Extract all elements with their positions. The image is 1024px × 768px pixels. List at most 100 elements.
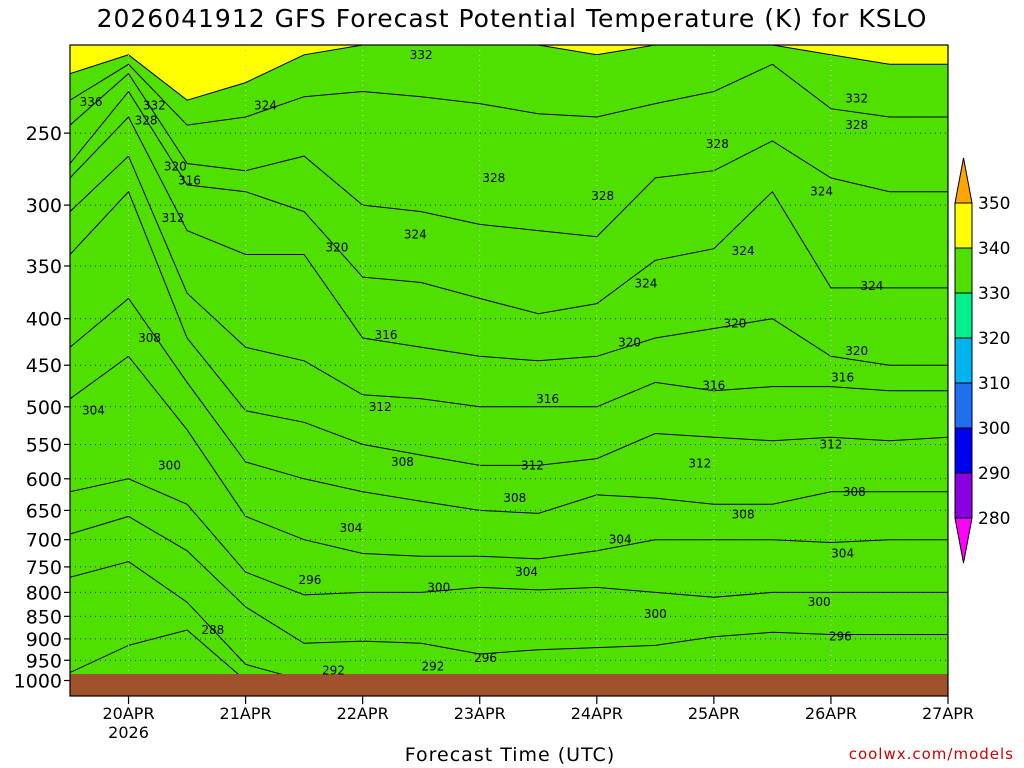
x-tick-label: 25APR	[688, 704, 740, 723]
contour-label: 332	[143, 98, 166, 112]
colorbar-label: 280	[978, 509, 1010, 529]
contour-label: 320	[164, 159, 187, 173]
contour-label: 312	[819, 437, 842, 451]
y-tick-label: 1000	[14, 671, 62, 693]
y-tick-label: 800	[26, 582, 62, 604]
colorbar-swatch	[954, 382, 973, 429]
contour-label: 324	[860, 279, 883, 293]
x-tick-label: 27APR	[922, 704, 974, 723]
y-tick-label: 300	[26, 195, 62, 217]
y-tick-label: 400	[26, 309, 62, 331]
y-tick-label: 450	[26, 355, 62, 377]
contour-label: 328	[706, 137, 729, 151]
colorbar-label: 320	[978, 329, 1010, 349]
contour-label: 316	[536, 392, 559, 406]
contour-label: 308	[503, 491, 526, 505]
contour-label: 316	[178, 174, 201, 188]
contour-label: 300	[644, 607, 667, 621]
colorbar-label: 340	[978, 239, 1010, 259]
colorbar-label: 310	[978, 374, 1010, 394]
contour-label: 320	[845, 344, 868, 358]
contour-label: 300	[808, 595, 831, 609]
contour-label: 316	[831, 370, 854, 384]
contour-label: 324	[254, 98, 277, 112]
colorbar-swatch	[954, 292, 973, 339]
terrain-band	[70, 674, 948, 696]
contour-label: 304	[609, 533, 632, 547]
colorbar-swatch	[954, 247, 973, 294]
contour-label: 320	[723, 317, 746, 331]
contour-label: 300	[427, 580, 450, 594]
contour-label: 304	[831, 547, 854, 561]
contour-label: 324	[635, 277, 658, 291]
contour-label: 296	[474, 651, 497, 665]
contour-label: 292	[322, 664, 345, 678]
colorbar-swatch	[954, 472, 973, 519]
contour-label: 308	[843, 485, 866, 499]
isentrope-316	[70, 155, 948, 408]
isentrope-332	[70, 63, 948, 126]
contour-label: 328	[591, 189, 614, 203]
contour-label: 312	[369, 400, 392, 414]
colorbar-extend-bottom	[954, 517, 973, 564]
contour-label: 316	[375, 328, 398, 342]
colorbar-extend-top	[954, 157, 973, 204]
contour-label: 312	[688, 456, 711, 470]
x-tick-label: 22APR	[337, 704, 389, 723]
contour-label: 320	[325, 240, 348, 254]
isentrope-296	[70, 515, 948, 655]
credit-text: coolwx.com/models	[848, 745, 1014, 763]
chart-title: 2026041912 GFS Forecast Potential Temper…	[96, 4, 928, 33]
y-tick-label: 950	[26, 650, 62, 672]
colorbar-label: 350	[978, 194, 1010, 214]
contour-label: 316	[702, 379, 725, 393]
band-fill	[70, 45, 948, 696]
colorbar-label: 290	[978, 464, 1010, 484]
colorbar-label: 300	[978, 419, 1010, 439]
isentrope-contours	[70, 45, 948, 696]
y-tick-label: 900	[26, 629, 62, 651]
y-tick-label: 650	[26, 500, 62, 522]
contour-label: 328	[135, 113, 158, 127]
colorbar-label: 330	[978, 284, 1010, 304]
isentrope-312	[70, 190, 948, 466]
x-tick-label: 24APR	[571, 704, 623, 723]
y-tick-label: 700	[26, 530, 62, 552]
contour-label: 332	[410, 48, 433, 62]
contour-label: 300	[158, 458, 181, 472]
isentrope-320	[70, 116, 948, 366]
y-tick-label: 550	[26, 434, 62, 456]
contour-label: 312	[521, 458, 544, 472]
contour-label: 308	[732, 508, 755, 522]
contour-label: 288	[201, 623, 224, 637]
contour-label: 324	[732, 244, 755, 258]
x-tick-label: 26APR	[805, 704, 857, 723]
colorbar-swatch	[954, 202, 973, 249]
contour-label: 304	[340, 521, 363, 535]
isentrope-304	[70, 355, 948, 560]
colorbar-swatch	[954, 427, 973, 474]
colorbar-swatch	[954, 337, 973, 384]
colorbar: 350 340 330 320 310 300 290 280	[954, 157, 1010, 564]
contour-label: 304	[82, 404, 105, 418]
x-tick-sublabel: 2026	[108, 723, 149, 742]
contour-label: 308	[138, 331, 161, 345]
x-tick-label: 23APR	[454, 704, 506, 723]
x-tick-label: 21APR	[220, 704, 272, 723]
terrain	[70, 674, 948, 696]
x-tick-label: 20APR	[102, 704, 154, 723]
isentrope-328	[70, 72, 948, 238]
contour-label: 296	[829, 630, 852, 644]
y-tick-label: 750	[26, 557, 62, 579]
contour-label: 324	[810, 185, 833, 199]
contour-label: 332	[845, 91, 868, 105]
contour-label: 292	[421, 659, 444, 673]
contour-label: 324	[404, 227, 427, 241]
y-tick-label: 850	[26, 606, 62, 628]
axes: 2503003504004505005506006507007508008509…	[14, 44, 974, 742]
isentrope-324	[70, 90, 948, 315]
y-tick-label: 350	[26, 256, 62, 278]
contour-label: 304	[515, 565, 538, 579]
contour-labels: 336 3323323323283283283283283243243243243…	[80, 48, 884, 678]
